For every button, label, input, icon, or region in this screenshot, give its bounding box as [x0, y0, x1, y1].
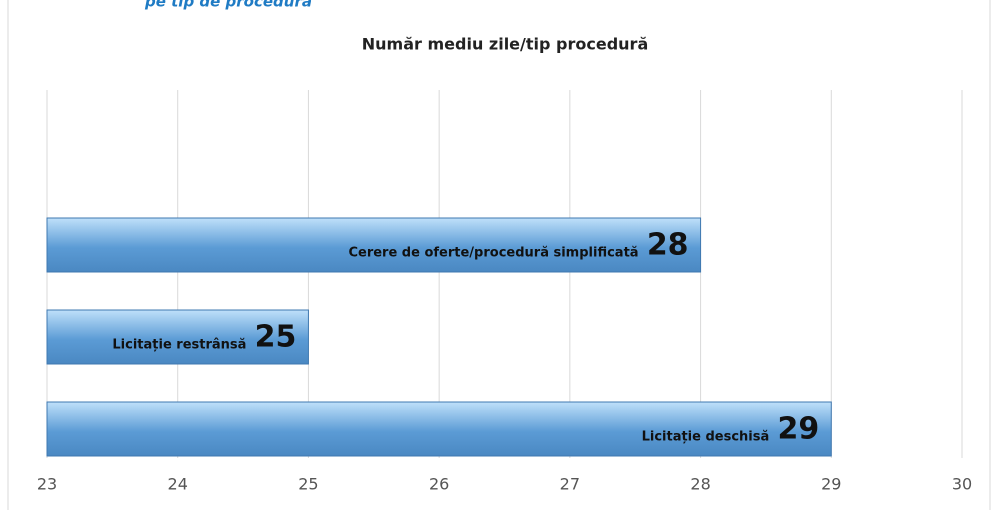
category-label: Cerere de oferte/procedură simplificată: [348, 246, 638, 261]
category-label: Licitație restrânsă: [112, 338, 246, 353]
category-label: Licitație deschisă: [642, 430, 770, 445]
value-label: 25: [255, 320, 297, 355]
x-tick-label: 30: [952, 475, 972, 494]
x-tick-label: 24: [168, 475, 188, 494]
x-tick-label: 29: [821, 475, 841, 494]
x-tick-label: 25: [298, 475, 318, 494]
value-label: 28: [647, 228, 689, 263]
x-tick-label: 23: [37, 475, 57, 494]
heading: pe tip de procedură: [144, 0, 312, 11]
chart-title: Număr mediu zile/tip procedură: [362, 35, 648, 54]
x-tick-label: 27: [560, 475, 580, 494]
x-tick-label: 26: [429, 475, 449, 494]
value-label: 29: [778, 412, 820, 447]
bar: [46, 401, 832, 457]
x-tick-label: 28: [690, 475, 710, 494]
bar: [46, 309, 309, 365]
bar: [46, 217, 702, 273]
